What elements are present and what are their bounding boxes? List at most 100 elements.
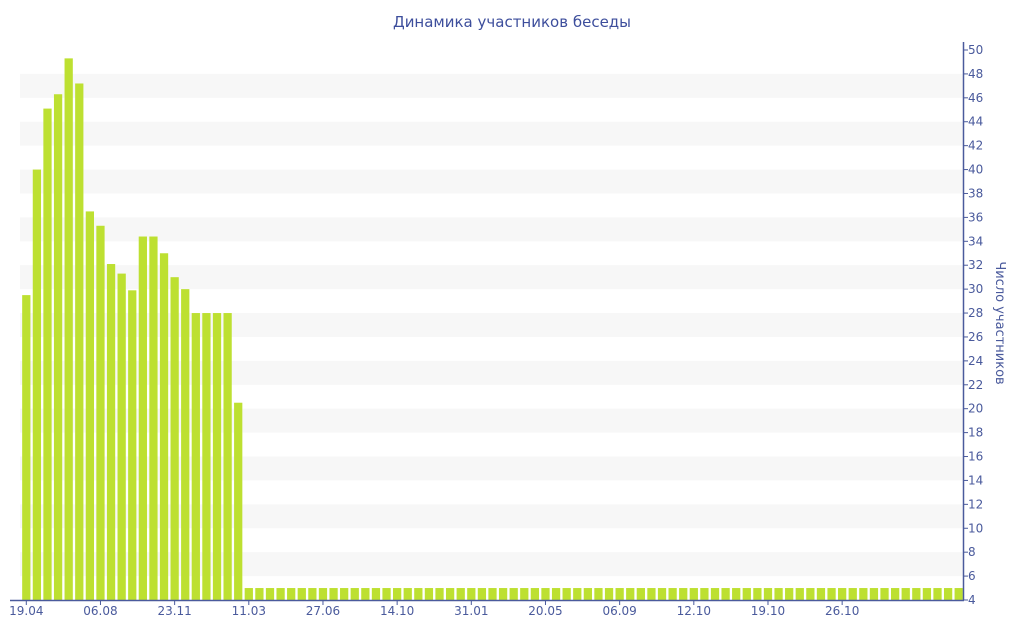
bar [117, 273, 126, 600]
y-tick-label: 14 [968, 473, 983, 487]
bar [721, 588, 730, 600]
bar [85, 211, 95, 601]
bar [414, 588, 423, 600]
bar [128, 290, 137, 600]
bar [159, 253, 169, 600]
y-tick-label: 48 [968, 67, 983, 81]
grid-band [20, 265, 963, 290]
bar [573, 588, 582, 600]
bar [732, 588, 741, 600]
x-tick-label: 26.10 [825, 604, 859, 618]
bar [816, 588, 826, 600]
bar [149, 236, 158, 601]
bar [191, 313, 200, 600]
y-axis-label: Число участников [992, 261, 1007, 384]
y-tick-label: 10 [968, 521, 983, 535]
x-tick-label: 14.10 [380, 604, 414, 618]
bar [138, 236, 147, 601]
bar [255, 588, 264, 600]
y-tick-label: 6 [968, 569, 976, 583]
bar [943, 588, 953, 600]
bar [361, 588, 370, 600]
bar [22, 295, 31, 600]
x-tick-label: 12.10 [677, 604, 711, 618]
chart-title: Динамика участников беседы [392, 13, 632, 31]
grid-band [20, 360, 963, 385]
bar [170, 277, 179, 600]
bar [202, 313, 211, 600]
bar [32, 169, 42, 600]
grid-band [20, 408, 963, 433]
bar [488, 588, 497, 600]
x-tick-label: 23.11 [157, 604, 191, 618]
y-tick-label: 34 [968, 234, 983, 248]
y-tick-label: 20 [968, 402, 983, 416]
bar [308, 588, 317, 600]
y-tick-label: 46 [968, 91, 983, 105]
y-tick-label: 42 [968, 139, 983, 153]
grid-band [20, 313, 963, 337]
bar [340, 588, 349, 600]
grid-band [20, 504, 963, 529]
bar [498, 588, 508, 600]
bar [838, 588, 847, 600]
bar [657, 588, 667, 600]
grid-band [20, 552, 963, 577]
bar [562, 588, 571, 600]
bar [954, 588, 963, 600]
y-tick-label: 30 [968, 282, 983, 296]
y-tick-label: 44 [968, 115, 983, 129]
x-tick-label: 27.06 [306, 604, 340, 618]
bar [435, 588, 444, 600]
bar [53, 94, 63, 600]
y-tick-label: 32 [968, 258, 983, 272]
bar [636, 588, 645, 600]
bar [106, 264, 116, 600]
bar [795, 588, 804, 600]
bar [509, 588, 518, 600]
bar [806, 588, 815, 600]
bar [371, 588, 381, 600]
y-tick-label: 36 [968, 210, 983, 224]
x-tick-label: 19.10 [751, 604, 785, 618]
bar [901, 588, 910, 600]
y-tick-label: 22 [968, 378, 983, 392]
bar [287, 588, 296, 600]
grid-band [20, 217, 963, 242]
bar [615, 588, 624, 600]
bar [244, 588, 253, 600]
y-tick-label: 8 [968, 545, 976, 559]
grid-band [20, 169, 963, 194]
bar [276, 588, 285, 600]
bar [785, 588, 794, 600]
bar [700, 588, 709, 600]
bar [467, 588, 476, 600]
y-tick-label: 18 [968, 426, 983, 440]
bar [382, 588, 391, 600]
bar [668, 588, 677, 600]
bar [689, 588, 698, 600]
bar [318, 588, 328, 600]
grid-bands [20, 73, 963, 577]
bar [541, 588, 550, 600]
bar [869, 588, 879, 600]
bar [848, 588, 857, 600]
grid-band [20, 121, 963, 146]
grid-band [20, 456, 963, 481]
bar [859, 588, 868, 600]
bar [890, 588, 900, 600]
bar [403, 588, 412, 600]
bar [424, 588, 434, 600]
bar [477, 588, 487, 600]
bar [456, 588, 465, 600]
y-tick-label: 24 [968, 354, 983, 368]
bar [880, 588, 889, 600]
bar [604, 588, 614, 600]
bar [626, 588, 635, 600]
x-tick-label: 06.08 [83, 604, 117, 618]
x-tick-label: 19.04 [9, 604, 43, 618]
y-tick-label: 26 [968, 330, 983, 344]
bar [647, 588, 656, 600]
bar [181, 289, 190, 600]
